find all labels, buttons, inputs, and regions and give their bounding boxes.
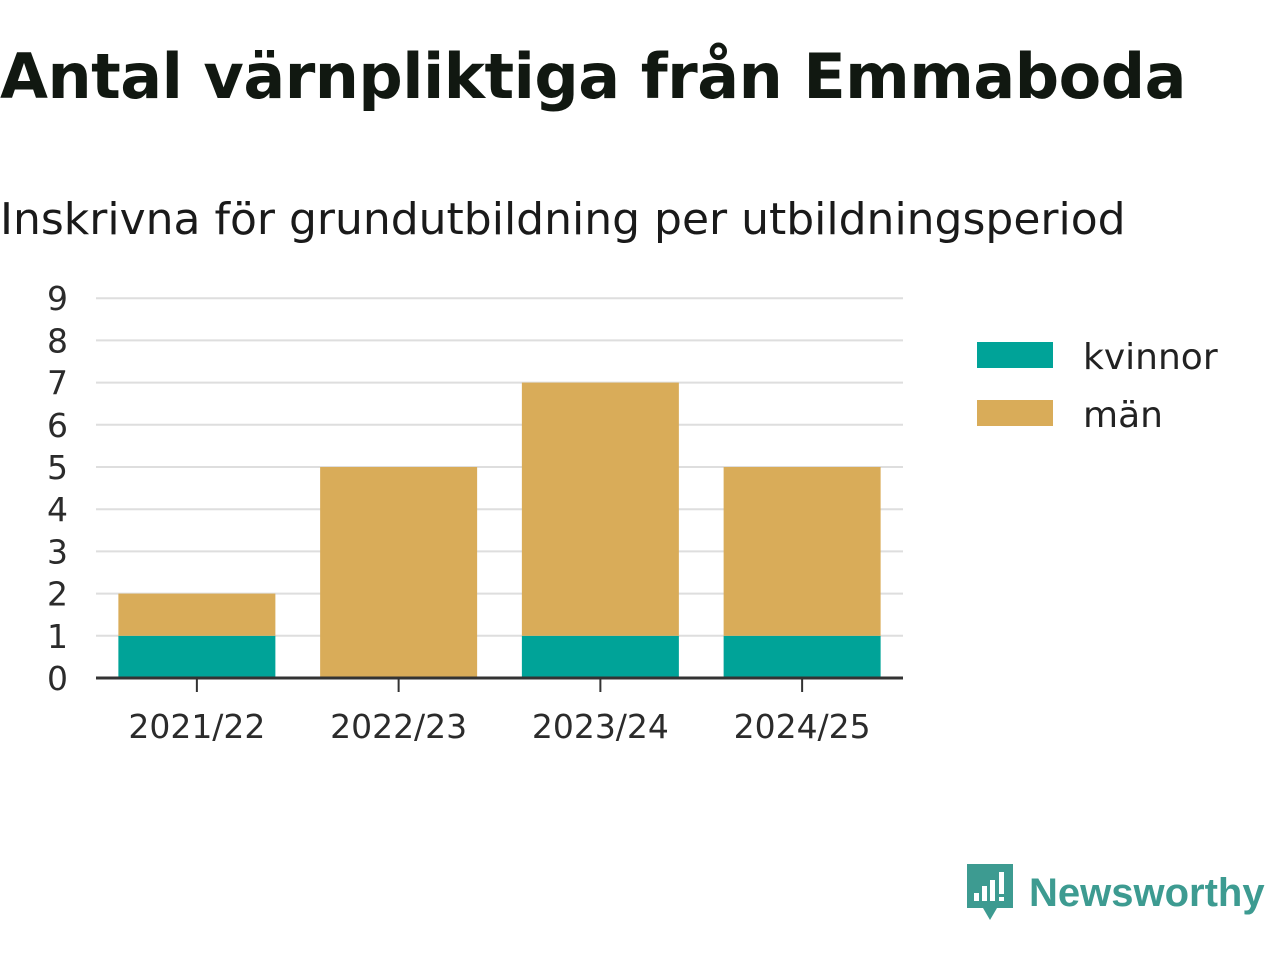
chart-subtitle: Inskrivna för grundutbildning per utbild… — [0, 194, 1126, 245]
y-tick-label: 1 — [47, 617, 68, 656]
bar-segment — [118, 635, 276, 678]
bar-segment — [521, 635, 679, 678]
bar-segment — [320, 467, 478, 678]
y-tick-label: 2 — [47, 575, 68, 614]
y-tick-label: 4 — [47, 490, 68, 529]
bar-segment — [723, 635, 881, 678]
x-tick-label: 2022/23 — [330, 707, 467, 746]
y-tick-label: 9 — [47, 279, 68, 318]
legend-label: män — [1083, 395, 1163, 436]
newsworthy-logo-icon — [967, 864, 1013, 920]
y-tick-label: 8 — [47, 321, 68, 360]
legend-swatch — [977, 342, 1053, 368]
y-tick-label: 0 — [47, 659, 68, 698]
bar-segment — [118, 593, 276, 636]
brand-name: Newsworthy — [1029, 870, 1265, 915]
y-tick-label: 6 — [47, 406, 68, 445]
legend-label: kvinnor — [1083, 337, 1218, 378]
chart-title: Antal värnpliktiga från Emmaboda — [0, 40, 1186, 113]
brand: Newsworthy — [965, 862, 1265, 924]
bar-segment — [521, 382, 679, 636]
bar-segment — [723, 467, 881, 636]
y-tick-label: 3 — [47, 532, 68, 571]
legend-swatch — [977, 400, 1053, 426]
x-tick-label: 2024/25 — [734, 707, 871, 746]
y-tick-label: 7 — [47, 364, 68, 403]
x-tick-label: 2021/22 — [128, 707, 265, 746]
x-tick-label: 2023/24 — [532, 707, 669, 746]
y-tick-label: 5 — [47, 448, 68, 487]
